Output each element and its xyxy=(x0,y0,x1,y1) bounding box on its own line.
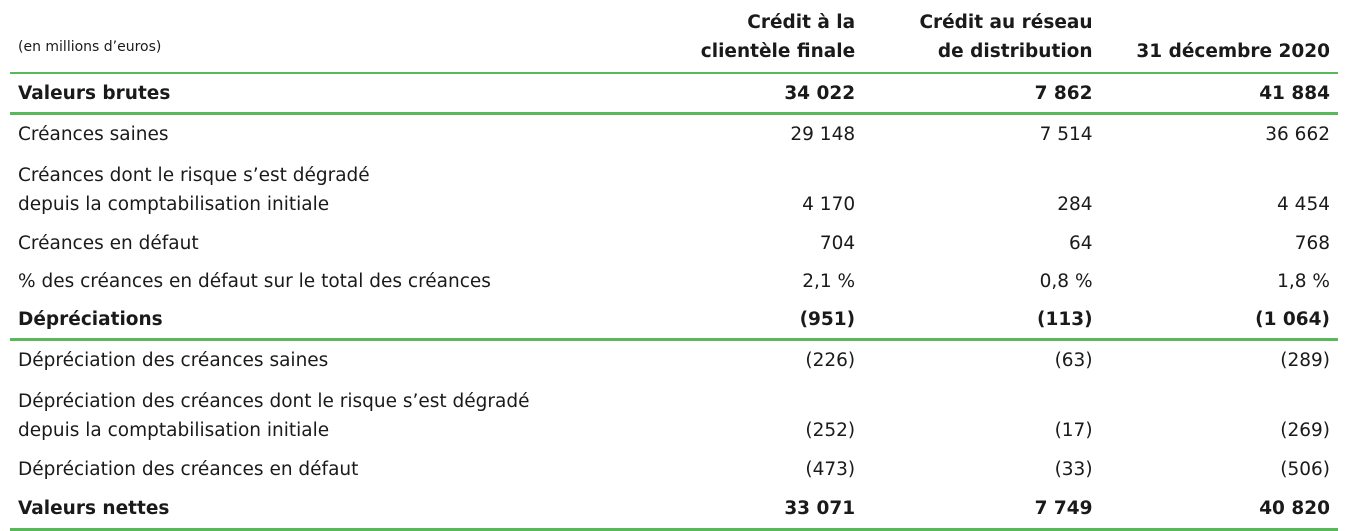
table-row: % des créances en défaut sur le total de… xyxy=(10,262,1338,300)
cell-value: 284 xyxy=(1057,194,1093,215)
cell-value: (113) xyxy=(863,300,1101,341)
column-header: Crédit au réseau de distribution xyxy=(863,0,1101,74)
credit-table: (en millions d’euros) Crédit à la client… xyxy=(10,0,1338,531)
row-label: Dépréciation des créances dont le risque… xyxy=(10,379,634,450)
column-header-line: 31 décembre 2020 xyxy=(1136,41,1330,62)
row-label: Dépréciations xyxy=(10,300,634,341)
row-label: Dépréciation des créances saines xyxy=(10,340,634,380)
cell-value: 0,8 % xyxy=(1039,270,1093,292)
cell-value: 36 662 xyxy=(1265,123,1330,145)
cell-value: (1 064) xyxy=(1100,300,1338,341)
table-row: Créances saines 29 148 7 514 36 662 xyxy=(10,114,1338,154)
row-label: Créances dont le risque s’est dégradé dep… xyxy=(10,153,634,224)
row-label: Valeurs brutes xyxy=(10,73,634,115)
row-label-line: depuis la comptabilisation initiale xyxy=(18,194,330,215)
table-row: Créances en défaut 704 64 768 xyxy=(10,224,1338,262)
row-label-line: Créances dont le risque s’est dégradé xyxy=(18,165,370,186)
row-label: Créances saines xyxy=(10,114,634,154)
table-row-total: Dépréciations (951) (113) (1 064) xyxy=(10,300,1338,341)
cell-value: 704 xyxy=(819,232,856,254)
cell-value: (269) xyxy=(1280,420,1330,441)
table-row: Dépréciation des créances dont le risque… xyxy=(10,379,1338,450)
row-label-line: Créances saines xyxy=(18,123,169,145)
row-label-line: depuis la comptabilisation initiale xyxy=(18,420,330,441)
table-body: Valeurs brutes 34 022 7 862 41 884 Créances … xyxy=(10,73,1338,531)
cell-value: 33 071 xyxy=(633,488,864,531)
cell-value: (226) xyxy=(805,349,856,371)
row-label: Créances en défaut xyxy=(10,224,634,262)
row-label-line: Valeurs brutes xyxy=(18,82,171,104)
table-row-total: Valeurs nettes 33 071 7 749 40 820 xyxy=(10,488,1338,531)
row-label: Dépréciation des créances en défaut xyxy=(10,450,634,488)
row-label-line: Dépréciations xyxy=(18,308,163,330)
row-label-line: Créances en défaut xyxy=(18,232,199,254)
cell-value: 29 148 xyxy=(790,123,856,145)
cell-value: 41 884 xyxy=(1100,73,1338,115)
cell-value: (506) xyxy=(1280,458,1330,480)
cell-value: (63) xyxy=(1054,349,1093,371)
column-header-line: Crédit à la xyxy=(747,12,856,33)
cell-value: 34 022 xyxy=(633,73,864,115)
cell-value: 1,8 % xyxy=(1277,270,1330,292)
cell-value: (33) xyxy=(1054,458,1093,480)
table-row: Dépréciation des créances saines (226) (63… xyxy=(10,340,1338,380)
cell-value: 4 454 xyxy=(1277,194,1330,215)
row-label-line: Dépréciation des créances dont le risque… xyxy=(18,391,530,412)
row-label: Valeurs nettes xyxy=(10,488,634,531)
cell-value: (473) xyxy=(805,458,856,480)
cell-value: 64 xyxy=(1069,232,1093,254)
column-header-line: clientèle finale xyxy=(700,41,856,62)
cell-value: (289) xyxy=(1280,349,1330,371)
row-label-line: % des créances en défaut sur le total de… xyxy=(18,270,491,292)
column-header-line: Crédit au réseau xyxy=(919,12,1093,33)
cell-value: (17) xyxy=(1054,420,1093,441)
row-label-line: Dépréciation des créances saines xyxy=(18,349,329,371)
table-row: Dépréciation des créances en défaut (473)… xyxy=(10,450,1338,488)
cell-value: 40 820 xyxy=(1100,488,1338,531)
page: (en millions d’euros) Crédit à la client… xyxy=(10,0,1338,531)
row-label: % des créances en défaut sur le total de… xyxy=(10,262,634,300)
cell-value: (252) xyxy=(805,420,856,441)
cell-value: 7 514 xyxy=(1039,123,1093,145)
table-row-total: Valeurs brutes 34 022 7 862 41 884 xyxy=(10,73,1338,115)
cell-value: 2,1 % xyxy=(802,270,856,292)
cell-value: 7 862 xyxy=(863,73,1101,115)
row-label-line: Dépréciation des créances en défaut xyxy=(18,458,359,480)
cell-value: (951) xyxy=(633,300,864,341)
cell-value: 768 xyxy=(1294,232,1330,254)
column-header-line: de distribution xyxy=(937,41,1093,62)
table-header-row: (en millions d’euros) Crédit à la client… xyxy=(10,0,1338,74)
row-label-line: Valeurs nettes xyxy=(18,497,170,519)
unit-label: (en millions d’euros) xyxy=(10,0,634,74)
cell-value: 7 749 xyxy=(863,488,1101,531)
column-header: Crédit à la clientèle finale xyxy=(633,0,864,74)
column-header: 31 décembre 2020 xyxy=(1100,0,1338,74)
cell-value: 4 170 xyxy=(802,194,856,215)
table-row: Créances dont le risque s’est dégradé dep… xyxy=(10,153,1338,224)
